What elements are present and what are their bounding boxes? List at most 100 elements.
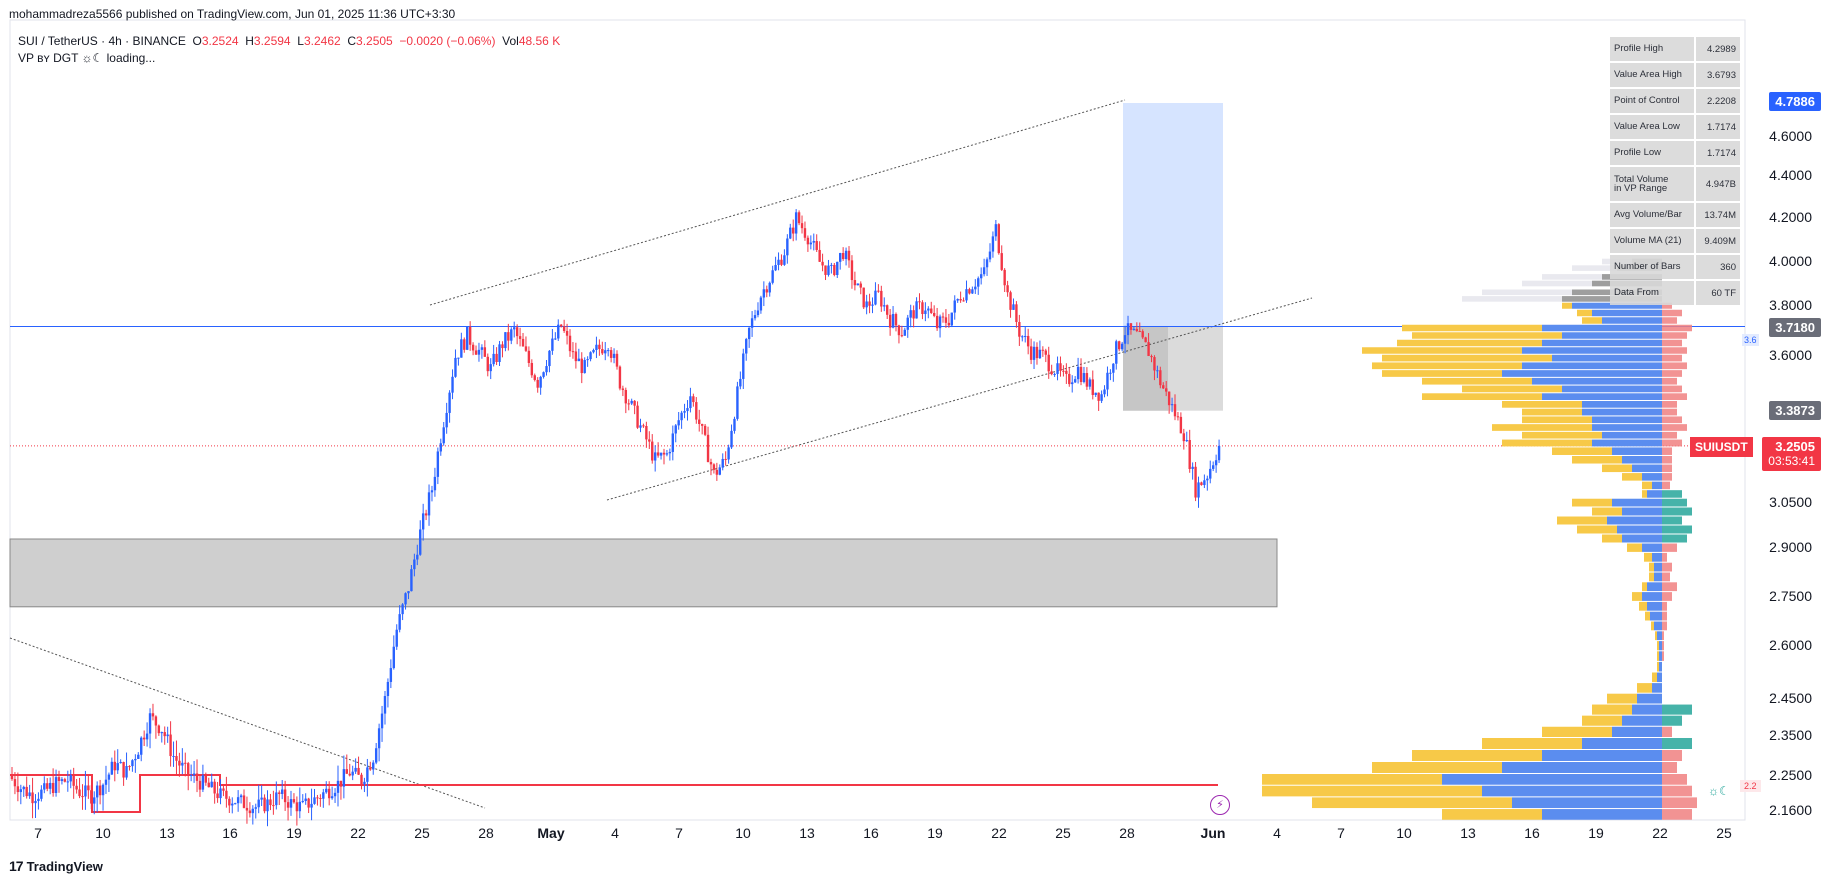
candle-body <box>891 314 895 328</box>
candle-body <box>295 802 299 812</box>
candle-body <box>1197 482 1200 498</box>
candle-body <box>551 338 554 351</box>
candle-body <box>703 425 707 435</box>
candle-body <box>1200 482 1203 486</box>
vp-bar-sell <box>1262 774 1442 785</box>
candle-body <box>398 614 401 630</box>
vp-bar-sell <box>1577 309 1592 317</box>
vp-delta-bar <box>1662 641 1664 651</box>
stats-row: Avg Volume/Bar 13.74M <box>1610 203 1742 227</box>
vp-bar-buy <box>1592 309 1662 317</box>
vp-bar-buy <box>1659 651 1662 661</box>
vp-bar-sell <box>1372 762 1502 773</box>
candle-body <box>539 376 542 388</box>
candle-body <box>142 737 146 740</box>
candle-body <box>413 559 416 570</box>
candle-body <box>231 803 234 806</box>
vp-bar-sell <box>1657 651 1659 661</box>
indicator-legend[interactable]: VP ʙʏ DGT ☼☾ loading... <box>18 51 156 65</box>
candle-body <box>651 441 654 461</box>
candle-body <box>883 305 886 307</box>
candle-body <box>28 792 31 797</box>
candle-body <box>1085 373 1089 387</box>
vp-bar-sell <box>1649 572 1654 582</box>
x-tick-label: Jun <box>1201 825 1226 841</box>
vp-bar-buy <box>1602 431 1662 439</box>
candle-body <box>19 789 23 793</box>
candle-body <box>621 388 625 390</box>
candle-body <box>319 798 322 800</box>
candle-body <box>507 332 510 341</box>
candle-body <box>771 270 774 283</box>
candle-body <box>1053 373 1056 375</box>
vp-delta-bar <box>1662 332 1687 339</box>
stats-label: Volume MA (21) <box>1610 229 1694 253</box>
lightning-icon[interactable]: ⚡ <box>1210 795 1230 815</box>
candle-body <box>927 308 930 311</box>
candle-body <box>1065 370 1068 374</box>
candle-body <box>474 350 478 355</box>
tradingview-logo-icon: 17 <box>9 858 24 874</box>
candle-body <box>727 447 730 460</box>
x-tick-label: 10 <box>95 825 111 841</box>
candle-body <box>216 793 219 799</box>
vp-bar-buy <box>1637 693 1662 704</box>
x-tick-label: 22 <box>1652 825 1668 841</box>
y-tick-label: 2.9000 <box>1769 539 1812 555</box>
candle-body <box>786 238 789 256</box>
bar-countdown: 03:53:41 <box>1768 454 1815 468</box>
x-tick-label: 16 <box>222 825 238 841</box>
vp-delta-bar <box>1662 785 1692 797</box>
candle-body <box>671 433 675 452</box>
open-value: 3.2524 <box>201 34 239 48</box>
candle-body <box>160 732 163 734</box>
vp-bar-sell <box>1462 385 1562 393</box>
candle-body <box>357 767 360 775</box>
candle-body <box>369 767 372 770</box>
candle-body <box>477 349 481 355</box>
vp-delta-bar <box>1662 762 1677 773</box>
candle-body <box>501 344 504 349</box>
vp-delta-bar <box>1662 354 1682 362</box>
candle-body <box>219 788 222 799</box>
candle-body <box>1073 379 1077 383</box>
candle-body <box>1026 335 1030 347</box>
vp-delta-bar <box>1662 601 1667 611</box>
high-value: 3.2594 <box>253 34 291 48</box>
vp-delta-bar <box>1662 424 1687 431</box>
candle-body <box>163 732 166 737</box>
y-tick-label: 2.3500 <box>1769 727 1812 743</box>
candle-body <box>947 322 951 326</box>
candle-body <box>181 762 184 766</box>
vp-bar-buy <box>1622 534 1662 543</box>
candle-body <box>977 278 980 287</box>
vp-bar-buy <box>1652 481 1662 490</box>
y-tick-label: 3.6000 <box>1769 347 1812 363</box>
candle-body <box>601 349 604 354</box>
candle-body <box>571 351 575 353</box>
candle-body <box>774 264 777 271</box>
vp-bar-sell <box>1412 750 1542 761</box>
candle-body <box>351 771 354 776</box>
candle-body <box>192 773 196 776</box>
candle-body <box>830 264 833 266</box>
vp-delta-bar <box>1662 631 1664 641</box>
symbol-name[interactable]: SUI / TetherUS · 4h · BINANCE <box>18 34 186 48</box>
y-tick-label: 2.4500 <box>1769 690 1812 706</box>
candle-body <box>656 452 660 456</box>
candle-body <box>116 763 119 771</box>
candle-body <box>40 789 43 799</box>
candle-body <box>457 357 460 359</box>
stats-label: Value Area High <box>1610 63 1694 87</box>
candle-body <box>642 425 645 427</box>
vp-stats-table: Profile High 4.2989 Value Area High 3.6793 P… <box>1610 37 1742 307</box>
candle-body <box>668 451 672 454</box>
candle-body <box>316 797 319 799</box>
candle-body <box>151 713 155 717</box>
vp-bar-sell <box>1422 377 1532 385</box>
vp-bar-sell <box>1655 631 1657 641</box>
candle-body <box>436 451 440 477</box>
vp-delta-bar <box>1662 416 1682 424</box>
candle-body <box>392 646 395 669</box>
